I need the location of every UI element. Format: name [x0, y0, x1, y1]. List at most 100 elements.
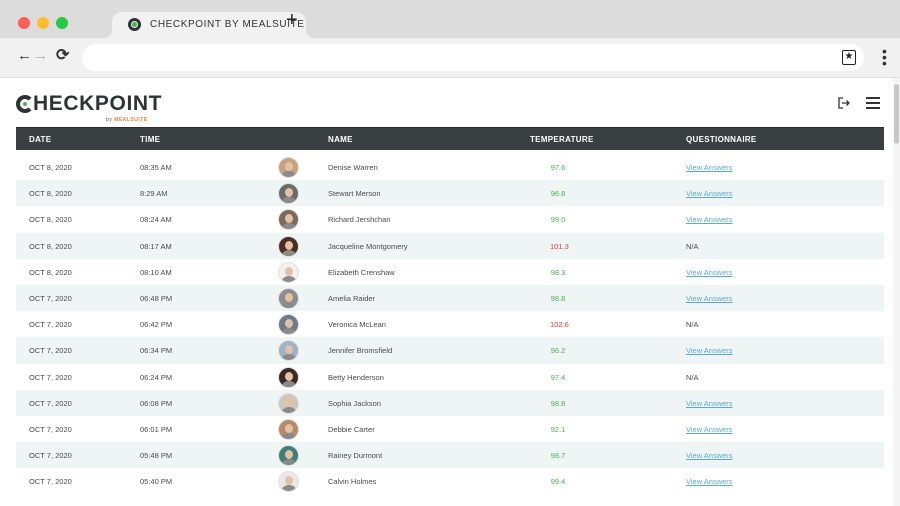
new-tab-button[interactable]: + [286, 9, 298, 31]
page-scrollbar[interactable] [893, 78, 900, 506]
resident-avatar [278, 445, 299, 467]
resident-avatar [278, 261, 299, 283]
cell-temperature: 96.8 [550, 189, 566, 199]
view-answers-link[interactable]: View Answers [686, 451, 733, 461]
view-answers-link[interactable]: View Answers [686, 189, 733, 199]
cell-temperature: 101.3 [550, 241, 569, 251]
cell-time: 08:17 AM [140, 241, 172, 251]
cell-temperature: 98.3 [550, 267, 566, 277]
cell-name: Denise Warren [328, 163, 378, 172]
resident-avatar [278, 392, 299, 414]
column-header-questionnaire[interactable]: QUESTIONNAIRE [686, 135, 757, 144]
cell-date: OCT 8, 2020 [29, 215, 72, 225]
tab-title: CHECKPOINT BY MEALSUITE [150, 19, 305, 30]
cell-time: 08:35 AM [140, 163, 172, 172]
table-row: OCT 7, 2020 05:48 PM Rainey Durmont 98.7 Vie… [16, 442, 884, 469]
view-answers-link[interactable]: View Answers [686, 346, 733, 356]
cell-temperature: 98.8 [550, 398, 566, 408]
maximize-window-button[interactable] [56, 17, 68, 29]
cell-temperature: 102.6 [550, 320, 569, 330]
cell-time: 06:42 PM [140, 320, 173, 330]
column-header-temperature[interactable]: TEMPERATURE [530, 135, 594, 144]
logo-byline: by MEALSUITE [106, 117, 148, 123]
bookmark-star-icon[interactable]: ★ [842, 50, 856, 65]
browser-toolbar: ← → ⟳ ★ • • • [0, 38, 900, 78]
cell-date: OCT 7, 2020 [29, 372, 72, 382]
cell-temperature: 99.4 [550, 477, 566, 487]
logout-icon[interactable] [838, 97, 850, 109]
cell-date: OCT 7, 2020 [29, 424, 72, 434]
resident-avatar [278, 366, 299, 388]
view-answers-link[interactable]: View Answers [686, 215, 733, 225]
table-row: OCT 8, 2020 08:24 AM Richard Jershchan 99.0… [16, 206, 884, 232]
cell-name: Stewart Merson [328, 189, 381, 199]
back-arrow-icon[interactable]: ← [17, 47, 32, 64]
tab-strip: CHECKPOINT BY MEALSUITE + [0, 0, 900, 38]
table-row: OCT 7, 2020 05:40 PM Calvin Holmes 99.4 View… [16, 468, 884, 494]
resident-avatar [278, 209, 299, 231]
cell-date: OCT 7, 2020 [29, 293, 72, 303]
cell-temperature: 97.4 [550, 372, 566, 382]
hamburger-menu-icon[interactable] [866, 97, 880, 109]
cell-time: 06:34 PM [140, 346, 173, 356]
cell-temperature: 99.0 [550, 215, 566, 225]
cell-name: Rainey Durmont [328, 451, 383, 461]
column-header-name[interactable]: NAME [328, 135, 353, 144]
app-page: HECKPOINT by MEALSUITE DATE TIME NAME TE… [0, 78, 900, 506]
cell-temperature: 92.1 [550, 424, 566, 434]
resident-avatar [278, 418, 299, 440]
cell-name: Jacqueline Montgomery [328, 241, 408, 251]
view-answers-link[interactable]: View Answers [686, 477, 733, 487]
close-window-button[interactable] [18, 17, 30, 29]
table-row: OCT 7, 2020 06:42 PM Veronica McLean 102.6 N… [16, 311, 884, 337]
reload-icon[interactable]: ⟳ [56, 47, 70, 64]
browser-tab[interactable]: CHECKPOINT BY MEALSUITE [104, 12, 314, 38]
table-row: OCT 7, 2020 06:24 PM Betty Henderson 97.4 N/… [16, 364, 884, 390]
cell-date: OCT 7, 2020 [29, 451, 72, 461]
table-row: OCT 8, 2020 8:29 AM Stewart Merson 96.8 View… [16, 180, 884, 207]
resident-avatar [278, 471, 299, 493]
cell-date: OCT 8, 2020 [29, 267, 72, 277]
table-row: OCT 8, 2020 08:35 AM Denise Warren 97.6 View… [16, 154, 884, 180]
scrollbar-thumb[interactable] [894, 84, 899, 144]
cell-time: 06:01 PM [140, 424, 173, 434]
cell-temperature: 97.6 [550, 163, 566, 172]
cell-name: Sophia Jackson [328, 398, 381, 408]
questionnaire-na: N/A [686, 241, 699, 251]
view-answers-link[interactable]: View Answers [686, 163, 733, 172]
column-header-date[interactable]: DATE [29, 135, 52, 144]
cell-time: 06:48 PM [140, 293, 173, 303]
table-row: OCT 8, 2020 08:10 AM Elizabeth Crenshaw 98.… [16, 259, 884, 285]
logo-c-icon [16, 95, 34, 113]
minimize-window-button[interactable] [37, 17, 49, 29]
cell-name: Debbie Carter [328, 424, 375, 434]
cell-name: Veronica McLean [328, 320, 386, 330]
cell-time: 8:29 AM [140, 189, 168, 199]
address-bar[interactable] [82, 44, 864, 71]
cell-time: 05:40 PM [140, 477, 173, 487]
cell-time: 08:24 AM [140, 215, 172, 225]
column-header-time[interactable]: TIME [140, 135, 161, 144]
view-answers-link[interactable]: View Answers [686, 424, 733, 434]
browser-menu-icon[interactable]: • • • [882, 43, 887, 71]
view-answers-link[interactable]: View Answers [686, 293, 733, 303]
logo-text: HECKPOINT [33, 92, 163, 115]
table-row: OCT 7, 2020 06:01 PM Debbie Carter 92.1 View… [16, 416, 884, 442]
cell-date: OCT 7, 2020 [29, 477, 72, 487]
table-header: DATE TIME NAME TEMPERATURE QUESTIONNAIRE [16, 127, 884, 150]
resident-avatar [278, 287, 299, 309]
cell-name: Richard Jershchan [328, 215, 391, 225]
cell-name: Elizabeth Crenshaw [328, 267, 395, 277]
forward-arrow-icon[interactable]: → [33, 47, 48, 64]
cell-time: 06:08 PM [140, 398, 173, 408]
view-answers-link[interactable]: View Answers [686, 267, 733, 277]
questionnaire-na: N/A [686, 320, 699, 330]
view-answers-link[interactable]: View Answers [686, 398, 733, 408]
browser-chrome: CHECKPOINT BY MEALSUITE + ← → ⟳ ★ • • • [0, 0, 900, 78]
cell-name: Amelia Raider [328, 293, 376, 303]
cell-name: Betty Henderson [328, 372, 384, 382]
questionnaire-na: N/A [686, 372, 699, 382]
cell-time: 08:10 AM [140, 267, 172, 277]
cell-temperature: 98.8 [550, 293, 566, 303]
cell-date: OCT 8, 2020 [29, 163, 72, 172]
